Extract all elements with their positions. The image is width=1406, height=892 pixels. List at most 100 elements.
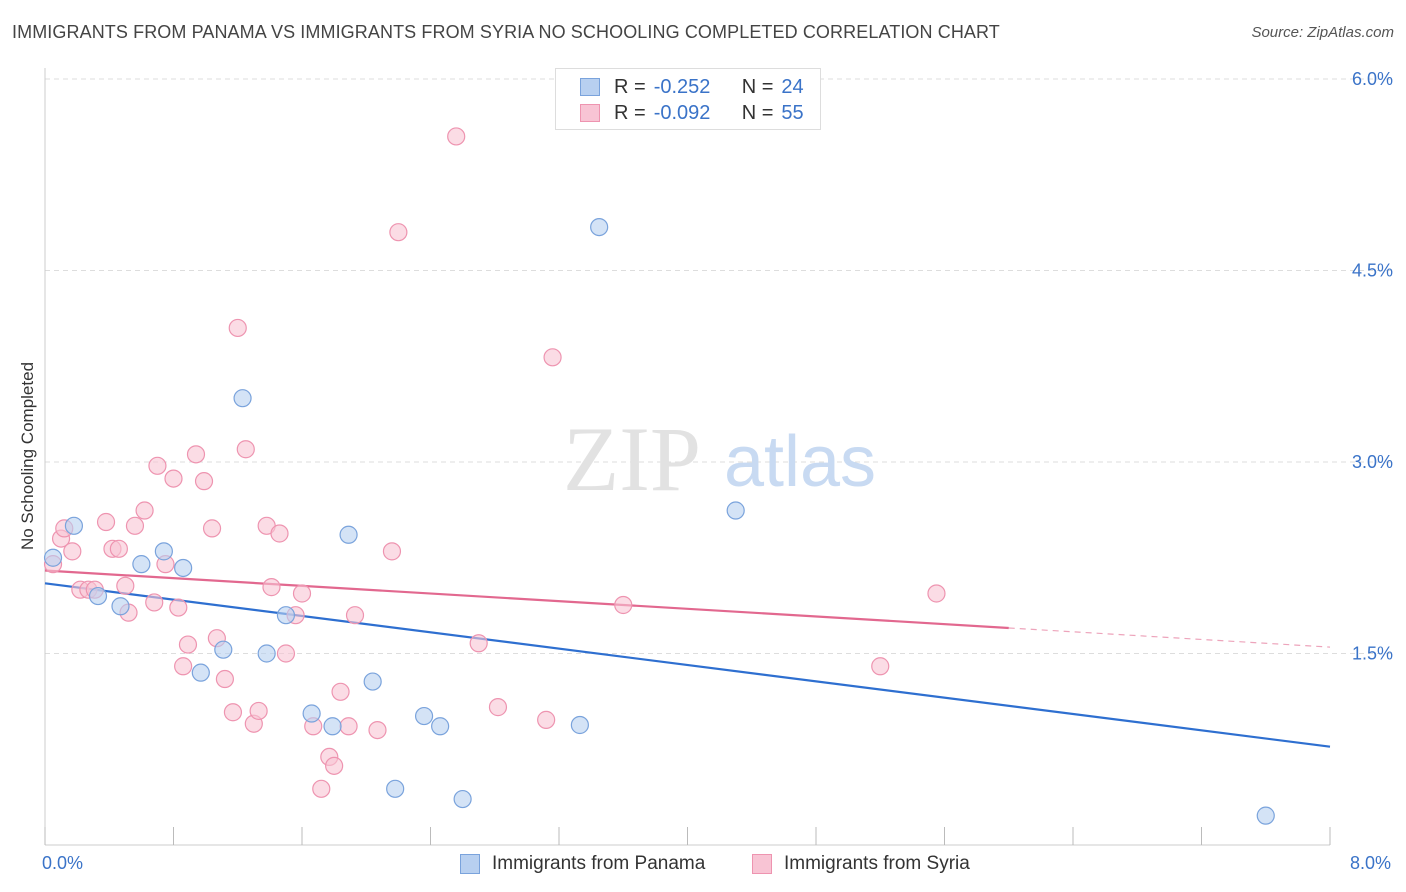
y-tick-label: 3.0%: [1352, 452, 1393, 472]
syria-point: [488, 698, 508, 717]
legend-n-label: N =: [741, 101, 774, 124]
syria-point: [116, 576, 135, 595]
watermark: ZIP atlas: [563, 408, 876, 510]
legend-n-label: N =: [741, 75, 774, 98]
bottom-legend-syria: Immigrants from Syria: [752, 851, 970, 877]
syria-point: [215, 669, 234, 689]
panama-point: [363, 672, 382, 691]
panama-point: [43, 548, 63, 567]
syria-point: [276, 644, 296, 663]
chart-title: IMMIGRANTS FROM PANAMA VS IMMIGRANTS FRO…: [12, 22, 1000, 42]
syria-trend-line: [44, 569, 1009, 630]
syria-point: [202, 519, 222, 538]
syria-point: [249, 701, 268, 721]
legend-r-value-panama: -0.252: [653, 75, 711, 98]
y-tick-label: 1.5%: [1352, 644, 1393, 664]
panama-point: [191, 663, 210, 682]
syria-point: [339, 717, 358, 736]
panama-swatch: [580, 78, 600, 96]
legend-r-value-syria: -0.092: [653, 101, 711, 124]
syria-point: [96, 512, 116, 532]
syria-point: [125, 516, 145, 535]
panama-point: [302, 704, 321, 723]
legend-n-value-panama: 24: [781, 75, 804, 98]
syria-point: [63, 542, 82, 561]
legend-row-syria: R = -0.092 N = 55: [580, 100, 804, 126]
syria-legend-swatch: [752, 854, 772, 874]
legend-r-label: R =: [614, 75, 646, 98]
panama-point: [214, 640, 233, 659]
bottom-legend-syria-label: Immigrants from Syria: [784, 853, 970, 874]
syria-point: [614, 595, 633, 615]
watermark-atlas: atlas: [724, 422, 876, 502]
syria-swatch: [580, 104, 600, 122]
panama-point: [570, 715, 589, 735]
panama-point: [257, 644, 276, 663]
panama-point: [64, 516, 84, 535]
y-tick-label: 4.5%: [1352, 261, 1393, 281]
panama-legend-swatch: [460, 854, 480, 874]
bottom-legend-panama-label: Immigrants from Panama: [492, 853, 706, 874]
y-axis-label: No Schooling Completed: [18, 361, 37, 551]
panama-point: [132, 555, 151, 574]
syria-point: [169, 598, 188, 617]
panama-point: [726, 501, 745, 520]
panama-point: [111, 597, 130, 616]
syria-point: [345, 606, 365, 625]
trend-layer: [44, 569, 1331, 748]
panama-point: [88, 586, 108, 606]
legend-r-label: R =: [614, 101, 646, 124]
syria-point: [135, 501, 154, 520]
syria-point: [871, 657, 890, 676]
panama-point: [386, 779, 405, 798]
syria-point: [262, 578, 281, 597]
panama-point: [174, 558, 193, 578]
syria-point: [537, 710, 556, 729]
points-layer: [43, 127, 1275, 825]
syria-point: [325, 756, 344, 775]
grid-layer: [45, 78, 1392, 654]
panama-point: [414, 706, 434, 726]
syria-point: [186, 445, 206, 464]
panama-point: [339, 525, 358, 544]
legend-row-panama: R = -0.252 N = 24: [580, 74, 804, 100]
x-tick-label-max: 8.0%: [1350, 853, 1392, 873]
syria-point: [292, 584, 312, 603]
syria-point: [469, 634, 488, 653]
correlation-legend: R = -0.252 N = 24 R = -0.092 N = 55: [555, 68, 821, 130]
syria-point: [236, 440, 255, 459]
panama-point: [590, 217, 609, 237]
panama-point: [276, 606, 296, 625]
panama-point: [453, 789, 472, 809]
panama-trend-line: [44, 582, 1331, 748]
syria-point: [368, 720, 387, 740]
syria-point: [389, 223, 408, 242]
bottom-legend-panama: Immigrants from Panama: [460, 851, 705, 877]
x-tick-label-min: 0.0%: [42, 853, 84, 873]
source-label: Source: ZipAtlas.com: [1251, 24, 1394, 41]
syria-point: [312, 779, 331, 798]
syria-point: [223, 703, 243, 722]
syria-point: [382, 542, 402, 561]
syria-point: [228, 318, 247, 338]
syria-point: [178, 635, 198, 654]
panama-point: [323, 717, 342, 736]
syria-point: [270, 524, 289, 543]
syria-point: [109, 539, 128, 558]
watermark-zip: ZIP: [563, 408, 701, 510]
panama-point: [1256, 806, 1275, 825]
syria-point: [447, 127, 466, 146]
panama-point: [233, 389, 252, 408]
syria-point: [543, 348, 562, 367]
legend-n-value-syria: 55: [781, 101, 804, 124]
axis-layer: 1.5% 3.0% 4.5% 6.0%: [44, 68, 1393, 846]
syria-trend-line-extrapolated: [1008, 627, 1331, 648]
syria-point: [927, 584, 946, 603]
syria-point: [331, 682, 350, 701]
panama-point: [154, 542, 173, 561]
syria-point: [145, 593, 164, 612]
y-tick-label: 6.0%: [1352, 69, 1393, 89]
panama-point: [431, 717, 450, 736]
syria-point: [164, 469, 183, 488]
